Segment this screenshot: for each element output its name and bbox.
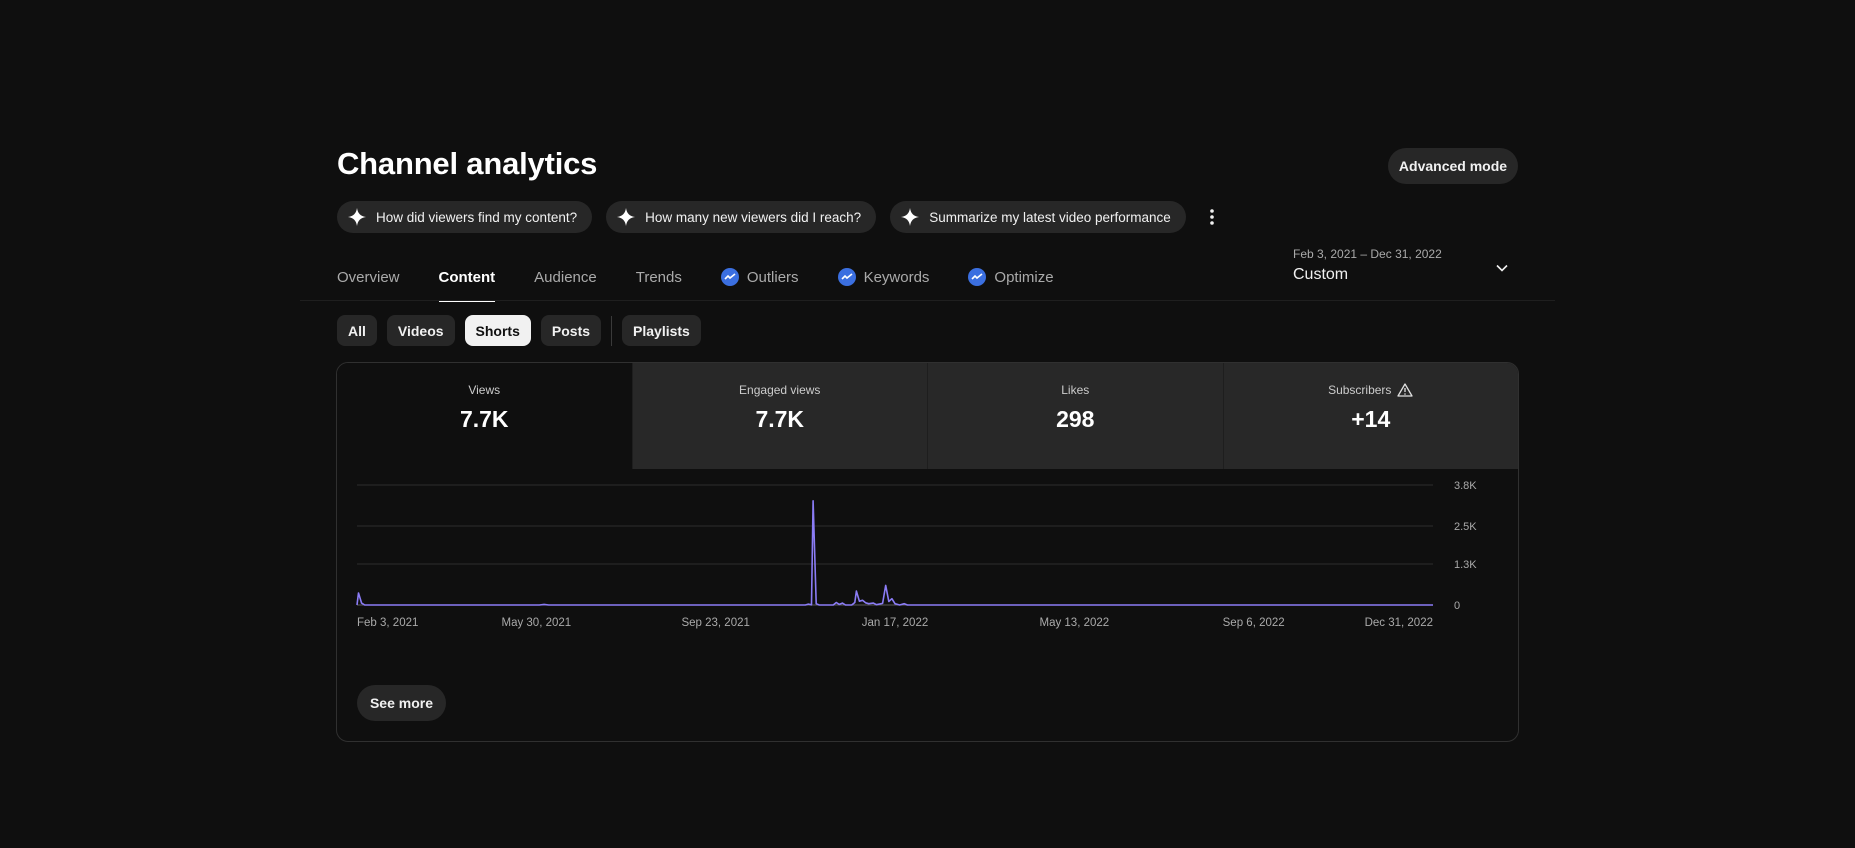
tab-audience[interactable]: Audience [534,262,597,292]
metrics-card: Views 7.7K Engaged views 7.7K Likes 298 … [336,362,1519,742]
x-tick-label: May 30, 2021 [501,617,571,629]
tab-label: Content [438,268,496,286]
content-type-filters: All Videos Shorts Posts Playlists [337,315,701,346]
tab-keywords[interactable]: Keywords [837,262,930,292]
tabs-divider [300,300,1555,301]
insights-badge-icon [968,268,987,286]
insights-badge-icon [837,268,856,286]
views-chart-svg: 3.8K 2.5K 1.3K 0 Feb 3, 2021 May 30, 2021 Sep … [356,480,1477,629]
ai-prompt-label: Summarize my latest video performance [929,209,1171,225]
metric-value: +14 [1351,406,1391,432]
filter-shorts[interactable]: Shorts [464,315,531,346]
ai-prompt-label: How many new viewers did I reach? [645,209,862,225]
metric-likes[interactable]: Likes 298 [927,363,1223,469]
x-tick-label: Dec 31, 2022 [1365,617,1433,629]
sparkle-icon [348,208,366,226]
metric-views[interactable]: Views 7.7K [337,363,632,469]
date-range-picker[interactable]: Feb 3, 2021 – Dec 31, 2022 Custom [1293,247,1442,284]
x-tick-label: Jan 17, 2022 [862,617,929,629]
date-range-text: Feb 3, 2021 – Dec 31, 2022 [1293,247,1442,261]
y-tick-label: 1.3K [1454,559,1477,571]
more-vert-icon [1209,209,1214,225]
metric-tabs: Views 7.7K Engaged views 7.7K Likes 298 … [337,363,1518,469]
analytics-tabs: Overview Content Audience Trends Outlier… [337,262,1093,302]
views-chart: 3.8K 2.5K 1.3K 0 Feb 3, 2021 May 30, 2021 Sep … [337,469,1518,669]
tab-label: Keywords [863,268,930,286]
tab-label: Optimize [994,268,1054,286]
insights-badge-icon [720,268,739,286]
tab-outliers[interactable]: Outliers [720,262,799,292]
metric-subscribers[interactable]: Subscribers +14 [1222,363,1518,469]
views-series-line [356,499,1433,606]
tab-overview[interactable]: Overview [337,262,400,292]
y-tick-label: 3.8K [1454,480,1477,492]
filter-playlists[interactable]: Playlists [622,315,701,346]
ai-prompt-chips: How did viewers find my content? How man… [337,201,1224,233]
metric-value: 7.7K [459,406,509,432]
filter-posts[interactable]: Posts [540,315,602,346]
sparkle-icon [901,208,920,226]
x-tick-label: Feb 3, 2021 [357,617,418,629]
tab-label: Audience [534,268,597,286]
y-tick-label: 0 [1454,600,1460,612]
tab-label: Trends [635,268,682,286]
x-tick-label: Sep 23, 2021 [681,617,749,629]
metric-label: Subscribers [1328,382,1414,398]
page-title: Channel analytics [337,146,598,181]
metric-value: 7.7K [755,406,805,432]
ai-prompt-label: How did viewers find my content? [376,209,578,225]
see-more-button[interactable]: See more [357,685,446,721]
ai-prompt-chip[interactable]: How did viewers find my content? [337,201,593,233]
filter-all[interactable]: All [337,315,377,346]
metric-value: 298 [1056,406,1095,432]
tab-label: Outliers [746,268,799,286]
filter-videos[interactable]: Videos [386,315,455,346]
ai-prompt-chip[interactable]: How many new viewers did I reach? [606,201,877,233]
metric-label: Likes [1061,383,1090,397]
filter-divider [611,315,613,346]
tab-label: Overview [337,268,400,286]
metric-label: Engaged views [739,383,821,397]
ai-prompt-chip[interactable]: Summarize my latest video performance [890,201,1186,233]
y-tick-label: 2.5K [1454,521,1477,533]
metric-label: Views [468,383,501,397]
x-tick-label: May 13, 2022 [1039,617,1109,629]
x-tick-label: Sep 6, 2022 [1223,617,1285,629]
sparkle-icon [617,208,636,226]
tab-trends[interactable]: Trends [636,262,682,292]
tab-optimize[interactable]: Optimize [968,262,1054,292]
date-range-preset: Custom [1293,266,1349,283]
warning-icon[interactable] [1397,383,1414,397]
metric-engaged-views[interactable]: Engaged views 7.7K [631,363,927,469]
advanced-mode-button[interactable]: Advanced mode [1388,148,1518,184]
tab-content[interactable]: Content [438,262,496,302]
chevron-down-icon[interactable] [1494,260,1510,281]
more-options-button[interactable] [1200,201,1224,233]
